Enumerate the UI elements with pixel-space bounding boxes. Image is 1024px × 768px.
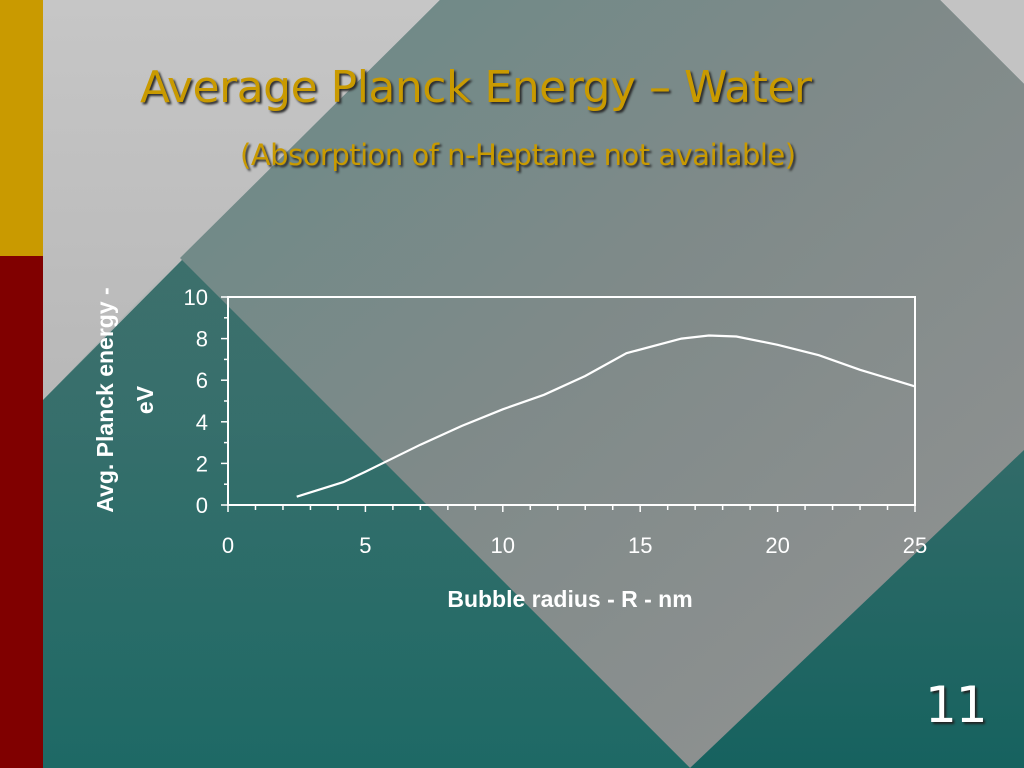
x-axis-ticks [227, 505, 916, 512]
y-tick-label: 2 [196, 451, 208, 476]
x-tick-label: 10 [491, 533, 515, 558]
y-axis-tick-labels: 0 2 4 6 8 10 [184, 285, 208, 518]
sidebar-accent-top [0, 0, 43, 256]
slide-title: Average Planck Energy – Water [140, 62, 812, 113]
y-tick-label: 0 [196, 493, 208, 518]
x-tick-label: 25 [903, 533, 927, 558]
y-tick-label: 4 [196, 410, 208, 435]
slide-number: 11 [925, 676, 988, 734]
x-axis-title: Bubble radius - R - nm [447, 586, 692, 612]
background-lower-left-shade [43, 258, 690, 768]
sidebar-accent-bottom [0, 256, 43, 768]
x-tick-label: 5 [359, 533, 371, 558]
slide-subtitle: (Absorption of n-Heptane not available) [240, 138, 796, 172]
x-tick-label: 15 [628, 533, 652, 558]
y-tick-label: 6 [196, 368, 208, 393]
y-axis-title-line-1: Avg. Planck energy - [92, 287, 118, 512]
background-diamond [180, 0, 1024, 768]
plot-frame [227, 296, 916, 506]
y-tick-label: 8 [196, 327, 208, 352]
x-axis-tick-labels: 0 5 10 15 20 25 [222, 533, 927, 558]
y-axis-ticks [221, 296, 228, 506]
energy-series-line [296, 334, 916, 498]
y-axis-title-line-2: eV [132, 385, 158, 414]
x-tick-label: 0 [222, 533, 234, 558]
y-axis-title: Avg. Planck energy - eV [92, 287, 158, 512]
y-tick-label: 10 [184, 285, 208, 310]
x-tick-label: 20 [765, 533, 789, 558]
